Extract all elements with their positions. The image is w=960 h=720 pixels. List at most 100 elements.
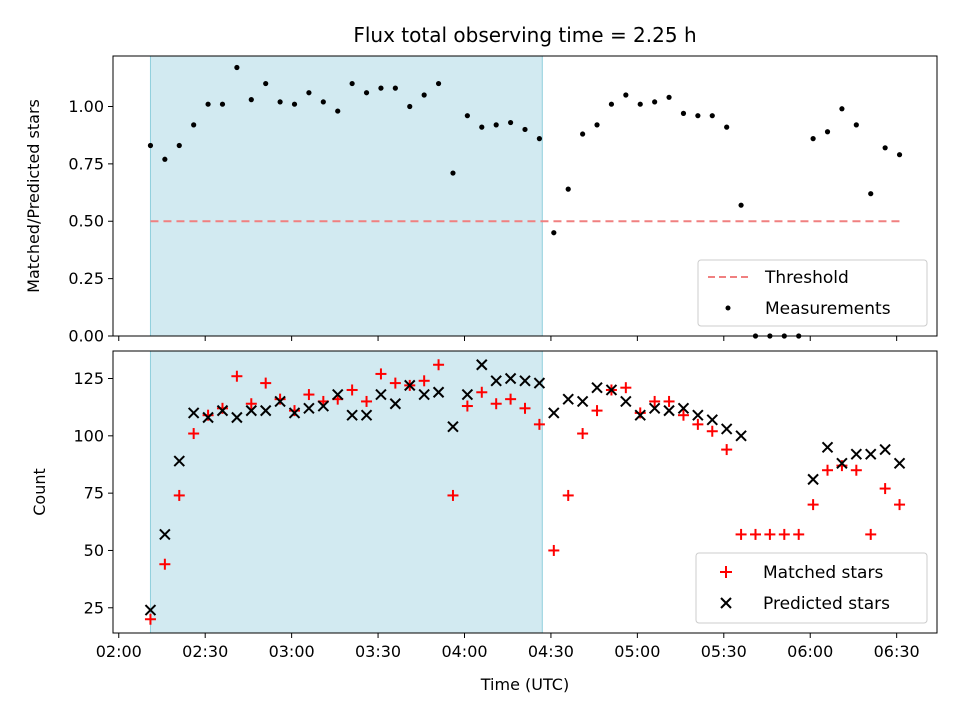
marker-stroke [404, 379, 416, 392]
marker-stroke [490, 375, 502, 387]
top-legend-box [697, 259, 928, 327]
measurement-point [450, 170, 456, 176]
matched-star-marker [721, 444, 733, 456]
predicted-star-marker [850, 448, 863, 460]
x-tick-label: 02:30 [182, 642, 228, 661]
predicted-star-marker [159, 528, 171, 541]
top-y-tick-label: 0.25 [68, 269, 104, 288]
predicted-star-marker [720, 423, 733, 435]
measurement-point [738, 202, 744, 208]
marker-stroke [375, 388, 387, 401]
observing-span-bottom [149, 350, 543, 634]
marker-stroke [432, 386, 445, 398]
top-y-axis-label: Matched/Predicted stars [24, 99, 43, 293]
observing-span-rect [149, 350, 543, 634]
marker-stroke [879, 443, 891, 456]
marker-stroke [476, 359, 488, 371]
top-axes-frame [112, 55, 938, 337]
predicted-star-marker [504, 372, 517, 385]
marker-stroke [360, 409, 373, 421]
predicted-star-marker [303, 402, 315, 415]
predicted-star-marker [389, 398, 402, 410]
matched-star-marker [879, 483, 891, 495]
bottom-y-tick-label: 50 [84, 541, 104, 560]
marker-stroke [634, 409, 646, 421]
marker-stroke [259, 404, 272, 417]
marker-stroke [202, 411, 214, 424]
predicted-star-marker [548, 407, 560, 419]
matched-star-marker [548, 544, 560, 556]
marker-stroke [447, 420, 459, 433]
measurement-point [551, 230, 557, 236]
matched-star-marker [850, 464, 862, 476]
predicted-star-marker [519, 375, 531, 387]
marker-stroke [893, 457, 906, 470]
predicted-star-marker [893, 457, 906, 470]
matched-star-marker [303, 389, 315, 401]
predicted-star-marker [187, 407, 200, 419]
predicted-star-marker [476, 359, 488, 371]
matched-star-marker [144, 613, 156, 625]
legend-matched-swatch [720, 566, 732, 578]
matched-star-marker [778, 528, 790, 540]
observing-span-rect [149, 55, 543, 337]
marker-stroke [519, 375, 531, 387]
measurement-point [407, 103, 413, 110]
predicted-star-marker [591, 381, 603, 394]
x-tick-label: 02:00 [96, 642, 142, 661]
measurement-point [234, 64, 240, 71]
predicted-star-marker [576, 395, 589, 408]
top-y-tick-label: 1.00 [68, 97, 104, 116]
top-x-ticks [118, 336, 898, 341]
predicted-star-marker [692, 409, 704, 421]
marker-stroke [303, 402, 315, 415]
matched-star-marker [749, 528, 761, 540]
measurement-point [695, 113, 701, 119]
bottom-y-tick-label: 25 [84, 598, 104, 617]
marker-stroke [677, 402, 690, 415]
matched-star-marker [461, 400, 473, 412]
predicted-star-marker [865, 448, 877, 460]
x-tick-label: 06:00 [787, 642, 833, 661]
predicted-star-marker [634, 409, 646, 421]
matched-star-marker [476, 386, 488, 398]
measurement-point [522, 126, 528, 133]
predicted-star-marker [605, 384, 618, 396]
matched-star-marker [245, 398, 257, 410]
marker-stroke [865, 448, 877, 460]
marker-stroke [548, 407, 560, 419]
measurement-point [335, 108, 341, 114]
top-y-tick-label: 0.75 [68, 154, 104, 173]
matched-star-marker [389, 377, 401, 389]
measurement-point [652, 99, 658, 105]
measurement-point [839, 106, 845, 112]
measurement-point [810, 136, 816, 142]
measurement-point [479, 124, 485, 130]
marker-stroke [504, 372, 517, 385]
predicted-star-marker [879, 443, 891, 456]
marker-stroke [533, 377, 546, 389]
predicted-star-marker [274, 395, 286, 408]
matched-star-marker [173, 489, 185, 501]
marker-stroke [576, 395, 589, 408]
measurement-point [594, 122, 600, 128]
measurement-point [507, 119, 514, 126]
marker-stroke [720, 423, 733, 435]
matched-star-marker [620, 382, 632, 394]
predicted-star-marker [231, 411, 243, 424]
predicted-stars-points [144, 359, 906, 616]
marker-stroke [706, 414, 718, 426]
marker-stroke [346, 409, 358, 421]
marker-stroke [461, 388, 474, 401]
measurement-point [608, 101, 615, 107]
matched-star-marker [519, 402, 531, 414]
bottom-x-axis: 02:00 02:30 03:00 03:30 04:00 04:30 05:00 05:30… [96, 633, 920, 661]
legend-measurements-label: Measurements [765, 299, 891, 319]
bottom-y-tick-label: 100 [73, 426, 104, 445]
top-y-axis: 0.00 0.25 0.50 0.75 1.00 [68, 97, 113, 346]
measurement-points [147, 64, 903, 339]
x-tick-label: 03:30 [355, 642, 401, 661]
predicted-star-marker [259, 404, 272, 417]
measurement-point [205, 101, 211, 107]
